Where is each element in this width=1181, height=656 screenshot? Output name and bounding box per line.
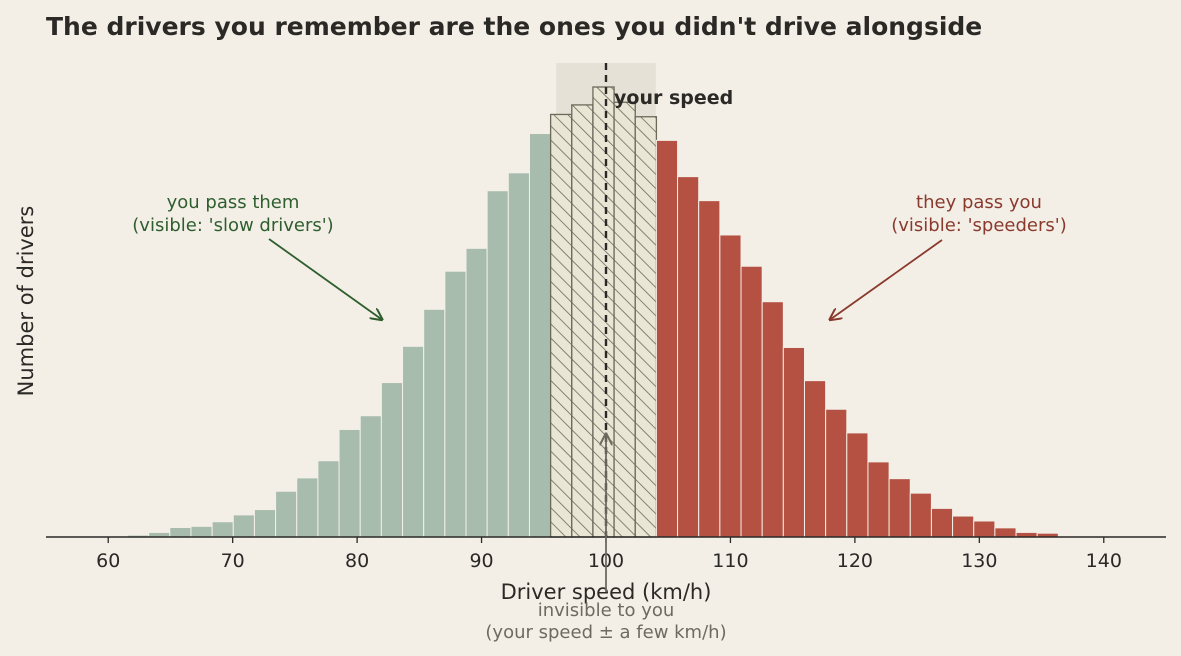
histogram-bar-fast xyxy=(677,176,700,538)
x-tick-label: 120 xyxy=(837,550,873,572)
your-speed-label: your speed xyxy=(614,87,733,109)
histogram-bar-slow xyxy=(338,428,361,538)
histogram-bar-fast xyxy=(698,200,721,538)
histogram-bar-slow xyxy=(423,308,446,538)
slow-annotation-line-2: (visible: 'slow drivers') xyxy=(132,215,333,236)
x-tick-label: 90 xyxy=(469,550,493,572)
histogram-bar-slow xyxy=(296,477,319,538)
x-axis-ticks: 60 70 80 90 100 110 120 130 140 xyxy=(96,537,1122,572)
histogram-bar-slow xyxy=(232,514,255,538)
histogram-bar-fast xyxy=(825,408,848,538)
histogram-bar-fast xyxy=(867,461,890,538)
histogram-bar-fast xyxy=(803,380,827,538)
histogram-bar-slow xyxy=(465,247,488,538)
fast-annotation-line-1: they pass you xyxy=(916,192,1042,213)
histogram-bar-slow xyxy=(507,172,530,538)
histogram-bar-band xyxy=(613,101,636,538)
histogram-bar-fast xyxy=(930,507,954,538)
histogram-bar-slow xyxy=(486,190,509,538)
x-tick-label: 80 xyxy=(345,550,369,572)
x-tick-label: 60 xyxy=(96,550,120,572)
histogram-bar-fast xyxy=(761,301,784,538)
x-tick-label: 110 xyxy=(712,550,748,572)
fast-annotation-arrow xyxy=(830,239,943,320)
invisible-annotation-line-1: invisible to you xyxy=(538,600,675,621)
histogram-bar-band xyxy=(592,86,615,538)
x-tick-label: 70 xyxy=(221,550,245,572)
histogram-bar-band xyxy=(571,104,594,538)
histogram-bar-fast xyxy=(655,139,679,538)
x-tick-label: 140 xyxy=(1086,550,1122,572)
histogram-bar-slow xyxy=(275,490,298,538)
histogram-bar-fast xyxy=(719,234,742,538)
histogram-bar-slow xyxy=(528,133,552,538)
histogram-bar-fast xyxy=(973,520,996,538)
histogram-bar-slow xyxy=(444,270,467,538)
y-axis-label: Number of drivers xyxy=(14,206,38,397)
histogram-bar-fast xyxy=(782,346,805,538)
histogram-bar-slow xyxy=(253,509,277,538)
histogram-bar-fast xyxy=(909,492,932,538)
histogram-bar-slow xyxy=(359,415,382,538)
fast-annotation-line-2: (visible: 'speeders') xyxy=(891,215,1067,236)
histogram-bar-slow xyxy=(317,460,340,538)
histogram-bar-fast xyxy=(994,527,1017,538)
histogram-bar-fast xyxy=(952,515,975,538)
histogram-bar-fast xyxy=(846,432,869,538)
invisible-annotation-line-2: (your speed ± a few km/h) xyxy=(485,622,726,643)
slow-annotation-line-1: you pass them xyxy=(167,192,300,213)
x-tick-label: 130 xyxy=(961,550,997,572)
histogram-bar-slow xyxy=(169,526,192,538)
histogram-bar-band xyxy=(634,116,658,538)
histogram-bar-band xyxy=(549,113,573,538)
histogram-bars xyxy=(127,86,1059,538)
histogram-bar-fast xyxy=(888,478,911,538)
histogram-bar-slow xyxy=(211,521,234,538)
histogram-bar-fast xyxy=(740,265,763,538)
histogram-bar-slow xyxy=(402,345,425,538)
chart-title: The drivers you remember are the ones yo… xyxy=(46,12,982,41)
histogram-bar-slow xyxy=(190,525,213,538)
histogram-bar-slow xyxy=(380,382,404,538)
slow-annotation-arrow xyxy=(268,238,382,320)
